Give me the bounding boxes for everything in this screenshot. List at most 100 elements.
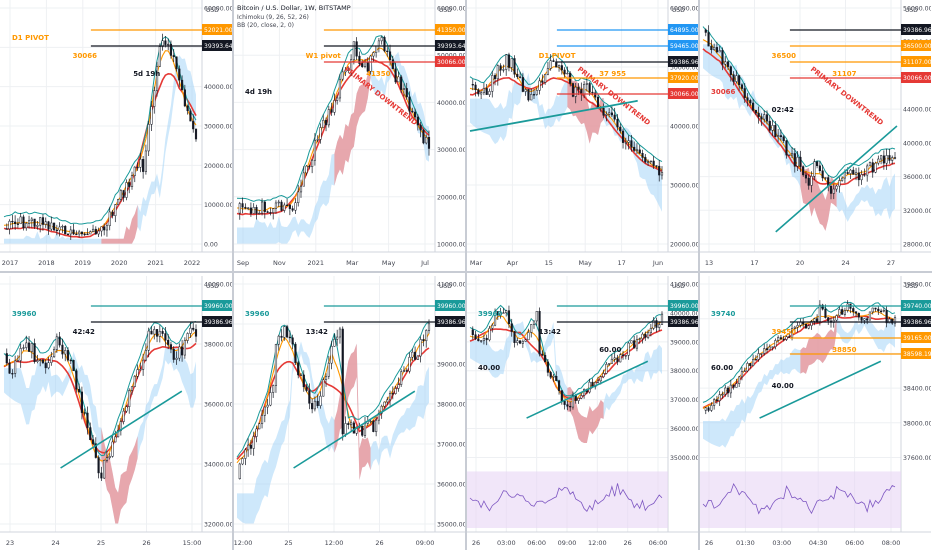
candle [313, 400, 316, 410]
price-tag: 39386.96 [901, 24, 931, 35]
candle [821, 170, 824, 179]
candle [316, 400, 319, 406]
candle [546, 361, 549, 373]
candle [324, 120, 328, 126]
candle [66, 350, 70, 361]
candle [144, 150, 147, 172]
chart-panel-p5[interactable]: 40000.00 38000.00 36000.00 34000.00 32000.00… [0, 276, 232, 550]
support-trendline [293, 390, 416, 469]
svg-text:39393.64: 39393.64 [204, 43, 232, 50]
candle [502, 312, 505, 314]
ichimoku-cloud [237, 341, 429, 524]
chikou-line [469, 304, 663, 397]
x-tick-label: 12:00 [234, 539, 253, 547]
candle [868, 162, 872, 167]
candle [721, 393, 724, 396]
candle [394, 388, 397, 394]
price-tag: 39960.00 [202, 300, 232, 311]
candle [86, 412, 89, 428]
annotation-label: 30066 [73, 52, 97, 60]
chart-panel-p3[interactable]: 60000.00 50000.00 40000.00 30000.00 20000.00… [466, 0, 698, 270]
candle [707, 407, 710, 411]
x-tick-label: 2022 [184, 259, 201, 267]
y-tick-label: 30000.00 [670, 183, 698, 190]
chart-panel-p8[interactable]: 39800.0039600.0039000.0038400.0038000.00… [699, 276, 931, 550]
candle [521, 77, 524, 92]
x-tick-label: 25 [97, 539, 105, 547]
svg-text:31107.00: 31107.00 [903, 59, 931, 66]
candle [605, 363, 608, 374]
candle [53, 222, 56, 231]
candle [821, 304, 824, 310]
candle [754, 109, 757, 114]
support-trendline [469, 99, 638, 132]
candle [283, 204, 286, 211]
candle [599, 376, 602, 382]
candle [288, 336, 291, 339]
candle [760, 116, 763, 120]
candle [175, 56, 178, 70]
candle [411, 351, 414, 358]
candle [69, 229, 72, 235]
candle [425, 330, 428, 342]
svg-text:30066.00: 30066.00 [903, 75, 931, 82]
candle [560, 65, 563, 71]
candle [8, 362, 11, 374]
chart-panel-p1[interactable]: 60000.0050000.0040000.0030000.0020000.00… [0, 0, 232, 270]
panel-separator [0, 271, 932, 273]
candle [507, 54, 511, 68]
candle [596, 380, 600, 383]
chart-svg-p5: 40000.00 38000.00 36000.00 34000.00 32000.00… [0, 276, 232, 547]
chart-panel-p4[interactable]: 56000.0052000.0048000.0044000.0040000.00… [699, 0, 931, 270]
candle [194, 128, 198, 140]
candle [649, 328, 652, 334]
candle [652, 160, 655, 166]
annotation-label: 13:42 [306, 328, 328, 336]
candle [746, 97, 749, 101]
candle [58, 336, 61, 346]
candle [754, 359, 757, 361]
candle [771, 346, 774, 348]
candle [510, 323, 513, 332]
candle [835, 315, 838, 321]
ichimoku-cloud [470, 69, 662, 212]
candle [164, 333, 167, 341]
candle [485, 337, 488, 341]
x-tick-label: 26 [705, 539, 713, 547]
chart-panel-p7[interactable]: 41000.00 40000.00 39000.00 38000.00 37000.00… [466, 276, 698, 550]
annotation-label: 37 955 [599, 70, 626, 78]
y-tick-label: 36000.00 [670, 426, 698, 433]
candle [538, 311, 541, 355]
candle [391, 59, 394, 70]
chart-panel-p6[interactable]: 41000.0040000.0039000.0038000.0037000.00… [233, 276, 465, 550]
candle [652, 320, 655, 329]
candle [266, 404, 269, 408]
candle [474, 334, 477, 340]
candle [89, 427, 92, 440]
candle [130, 386, 134, 391]
x-tick-label: Jul [420, 259, 429, 267]
candle [252, 207, 255, 214]
chikou-line [469, 53, 663, 163]
x-tick-label: 20 [796, 259, 804, 267]
annotation-label: 39960 [245, 310, 269, 318]
candle [25, 342, 28, 348]
candle [397, 76, 400, 83]
candle [416, 116, 419, 126]
price-tag: 39165.00 [901, 332, 931, 343]
y-tick-label: 20000.00 [437, 194, 465, 201]
candle [86, 233, 89, 236]
candle [153, 329, 156, 335]
candle [726, 387, 730, 394]
candle [142, 159, 145, 172]
candle [588, 381, 591, 393]
candle [555, 376, 558, 381]
svg-text:39386.96: 39386.96 [903, 319, 931, 326]
chart-panel-p2[interactable]: 60000.0050000.0040000.0030000.0020000.00… [233, 0, 465, 270]
candle [735, 383, 738, 388]
candle [111, 211, 114, 217]
candle [169, 344, 173, 350]
price-tag: 38598.19 [901, 348, 931, 359]
candle [527, 332, 530, 341]
candle [94, 443, 97, 458]
